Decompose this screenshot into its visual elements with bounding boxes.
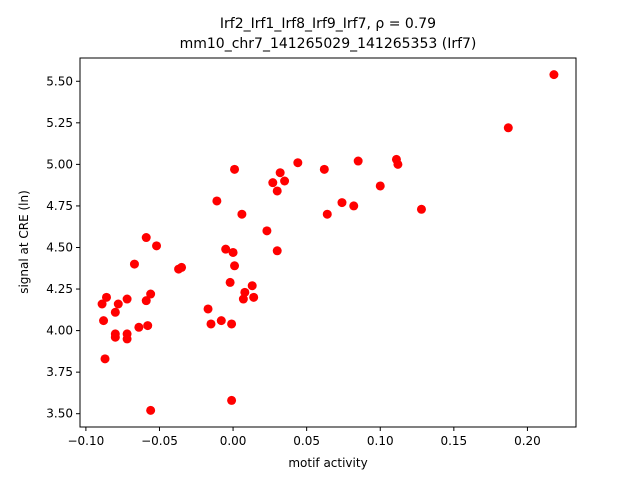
data-point [272, 186, 282, 196]
y-tick-label: 5.50 [46, 74, 73, 88]
data-point [122, 294, 132, 304]
data-point [141, 233, 151, 243]
data-point [221, 244, 231, 254]
y-axis-ticks: 3.50 3.75 4.00 4.25 4.50 4.75 5.00 5.25 5.50 [46, 74, 80, 421]
chart-title-line2: mm10_chr7_141265029_141265353 (Irf7) [180, 36, 477, 52]
data-point [353, 156, 363, 166]
data-point [146, 405, 156, 415]
data-point [99, 316, 109, 326]
y-tick-label: 4.00 [46, 324, 73, 338]
y-tick-label: 3.50 [46, 407, 73, 421]
y-tick-label: 5.25 [46, 116, 73, 130]
data-point [293, 158, 303, 168]
data-point [230, 261, 240, 271]
x-tick-label: 0.05 [293, 434, 320, 448]
data-point [416, 204, 426, 214]
data-point [152, 241, 162, 251]
data-point [549, 70, 559, 80]
y-axis-label: signal at CRE (ln) [17, 190, 31, 294]
data-point [322, 209, 332, 219]
data-point [349, 201, 359, 211]
data-point [240, 287, 250, 297]
y-tick-label: 4.75 [46, 199, 73, 213]
y-tick-label: 4.25 [46, 282, 73, 296]
data-point [113, 299, 123, 309]
data-point [337, 198, 347, 208]
x-tick-label: 0.00 [220, 434, 247, 448]
data-point [212, 196, 222, 206]
x-tick-label: 0.20 [514, 434, 541, 448]
data-point [393, 159, 403, 169]
data-point [375, 181, 385, 191]
data-point [110, 332, 120, 342]
y-tick-label: 3.75 [46, 365, 73, 379]
x-tick-label: 0.10 [367, 434, 394, 448]
data-point [227, 395, 237, 405]
x-tick-label: 0.15 [440, 434, 467, 448]
x-tick-label: −0.05 [141, 434, 178, 448]
data-point [122, 334, 132, 344]
data-point [206, 319, 216, 329]
data-point [280, 176, 290, 186]
data-point [110, 307, 120, 317]
data-point [275, 168, 285, 178]
data-point [503, 123, 513, 133]
y-tick-label: 4.50 [46, 240, 73, 254]
data-point [101, 292, 111, 302]
data-point [143, 321, 153, 331]
chart-title-line1: Irf2_Irf1_Irf8_Irf9_Irf7, ρ = 0.79 [220, 16, 436, 32]
data-point [97, 299, 107, 309]
data-point [228, 247, 238, 257]
data-points [97, 70, 559, 415]
data-point [225, 277, 235, 287]
data-point [262, 226, 272, 236]
x-axis-label: motif activity [288, 456, 367, 470]
data-point [272, 246, 282, 256]
data-point [134, 322, 144, 332]
x-tick-label: −0.10 [67, 434, 104, 448]
data-point [268, 178, 278, 188]
data-point [100, 354, 110, 364]
x-axis-ticks: −0.10 −0.05 0.00 0.05 0.10 0.15 0.20 [67, 427, 541, 448]
data-point [203, 304, 213, 314]
data-point [129, 259, 139, 269]
plot-frame [79, 57, 577, 428]
y-tick-label: 5.00 [46, 157, 73, 171]
data-point [230, 164, 240, 174]
data-point [146, 289, 156, 299]
data-point [141, 296, 151, 306]
data-point [319, 164, 329, 174]
data-point [177, 262, 187, 272]
data-point [247, 281, 257, 291]
data-point [249, 292, 259, 302]
data-point [237, 209, 247, 219]
data-point [216, 316, 226, 326]
data-point [227, 319, 237, 329]
